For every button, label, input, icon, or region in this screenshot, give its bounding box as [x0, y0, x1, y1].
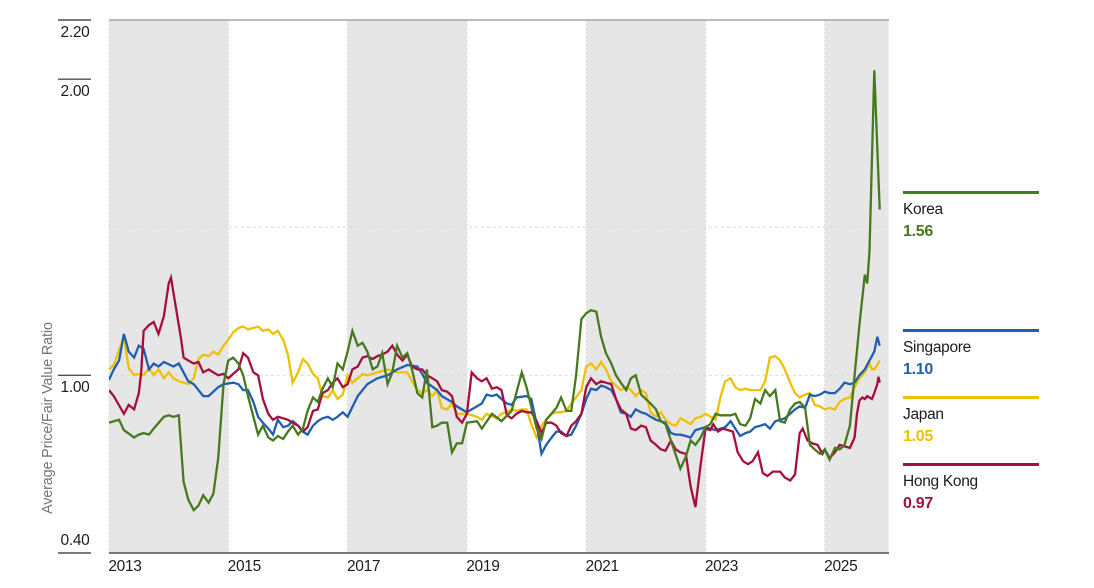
- singapore-line-swatch: [903, 329, 1039, 332]
- legend-label: Korea: [903, 201, 943, 218]
- x-tick-label: 2021: [585, 558, 620, 575]
- legend-value: 1.56: [903, 223, 933, 240]
- legend-label: Singapore: [903, 339, 971, 356]
- legend-entry-japan: Japan 1.05: [903, 396, 1063, 446]
- legend-value: 1.05: [903, 428, 933, 445]
- shaded-band: [347, 20, 467, 553]
- legend-entry-singapore: Singapore 1.10: [903, 329, 1063, 379]
- shaded-band: [586, 20, 706, 553]
- x-tick-label: 2019: [466, 558, 500, 575]
- y-tick-label: 2.20: [60, 24, 90, 41]
- y-tick-label: 2.00: [60, 83, 90, 101]
- japan-line-swatch: [903, 396, 1039, 399]
- shaded-band: [824, 20, 889, 553]
- x-tick-label: 2023: [704, 558, 739, 575]
- legend-entry-korea: Korea 1.56: [903, 191, 1063, 241]
- legend-label: Japan: [903, 406, 944, 423]
- y-axis-title: Average Price/Fair Value Ratio: [40, 322, 56, 515]
- x-tick-label: 2017: [346, 558, 381, 575]
- hong-kong-line-swatch: [903, 463, 1039, 466]
- korea-line-swatch: [903, 191, 1039, 194]
- y-tick-label: 1.00: [60, 379, 90, 397]
- legend-value: 1.10: [903, 361, 933, 378]
- legend-value: 0.97: [903, 495, 933, 512]
- y-tick-label: 0.40: [60, 532, 90, 549]
- legend-label: Hong Kong: [903, 473, 978, 490]
- x-tick-label: 2015: [227, 558, 262, 575]
- korea-series-line: [109, 70, 881, 512]
- x-tick-label: 2025: [824, 558, 858, 575]
- japan-series-line: [109, 325, 881, 441]
- x-tick-label: 2013: [108, 558, 142, 575]
- legend-entry-hongkong: Hong Kong 0.97: [903, 463, 1063, 513]
